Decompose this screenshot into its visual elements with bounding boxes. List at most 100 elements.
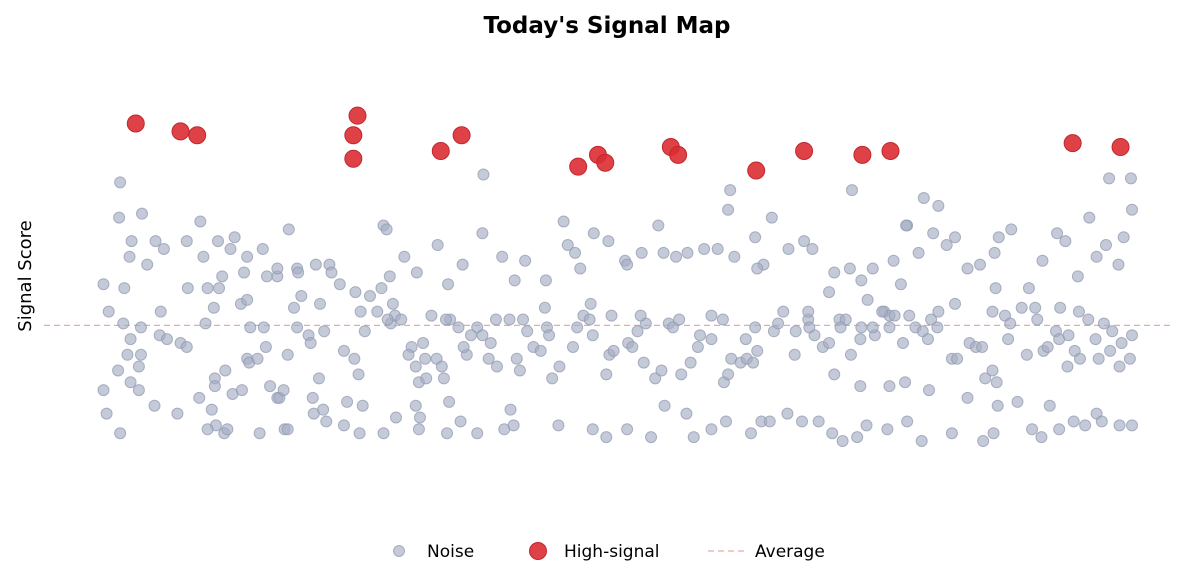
noise-point [716,313,729,326]
noise-point [802,305,815,318]
noise-point [97,278,110,291]
noise-point [260,270,273,283]
noise-point [201,282,214,295]
noise-point [257,321,270,334]
noise-point [251,352,264,365]
noise-point [1071,270,1084,283]
noise-point [1011,395,1024,408]
noise-point [583,313,596,326]
noise-point [212,235,225,248]
noise-point [777,305,790,318]
noise-point [112,364,125,377]
noise-point [295,290,308,302]
noise-point [883,380,896,393]
noise-point [193,391,206,404]
noise-point [380,223,393,236]
noise-point [238,266,251,279]
noise-point [395,313,408,326]
noise-point [1112,258,1125,271]
high-signal-point [344,126,363,145]
noise-point [747,356,760,369]
noise-point [749,321,762,334]
noise-point [1123,352,1136,365]
noise-point [977,435,990,448]
noise-point [454,415,467,428]
noise-point [986,364,999,377]
noise-point [705,423,718,436]
noise-point [519,254,532,267]
high-signal-point [171,122,190,141]
noise-point [990,376,1003,389]
noise-point [553,360,566,373]
noise-point [259,340,272,353]
noise-point [923,384,936,397]
noise-point [521,325,534,338]
noise-point [860,419,873,432]
noise-point [845,184,858,197]
noise-point [253,427,266,440]
noise-point [241,250,254,263]
noise-series [97,168,1138,448]
noise-point [337,419,350,432]
noise-point [900,219,913,232]
noise-point [442,278,455,291]
high-signal-point [1111,138,1130,157]
noise-point [510,352,523,365]
noise-point [836,435,849,448]
noise-point [1089,333,1102,346]
noise-point [881,423,894,436]
noise-point [988,246,1001,259]
noise-point [1059,235,1072,248]
high-signal-point [188,126,207,145]
noise-point [513,364,526,377]
noise-point [649,372,662,385]
noise-point [655,364,668,377]
noise-point [358,325,371,338]
noise-point [409,399,422,412]
noise-point [1062,329,1075,342]
noise-point [287,301,300,314]
noise-point [796,415,809,428]
noise-point [271,262,284,275]
noise-point [883,321,896,334]
noise-point [823,337,836,350]
noise-point [464,329,477,342]
noise-point [949,231,962,244]
noise-point [976,340,989,353]
noise-point [490,360,503,373]
noise-point [789,325,802,338]
noise-point [751,262,764,275]
noise-point [566,340,579,353]
noise-point [557,215,570,228]
noise-point [352,368,365,381]
noise-point [1067,415,1080,428]
noise-point [855,321,868,334]
noise-point [739,333,752,346]
noise-point [586,423,599,436]
noise-point [806,242,819,255]
noise-point [931,321,944,334]
noise-point [482,352,495,365]
noise-point [1015,301,1028,314]
noise-point [798,235,811,248]
noise-point [437,372,450,385]
noise-point [600,431,613,444]
noise-point [991,399,1004,412]
noise-point [102,305,115,318]
noise-point [349,286,362,299]
noise-point [281,423,294,436]
noise-point [1099,239,1112,252]
noise-point [205,403,218,416]
noise-point [826,427,839,440]
noise-point [508,274,521,287]
noise-point [854,380,867,393]
noise-point [546,372,559,385]
high-signal-point [348,106,367,125]
noise-point [763,415,776,428]
noise-point [452,321,465,334]
noise-point [631,325,644,338]
noise-point [751,344,764,357]
noise-point [121,348,134,361]
legend-high-signal-marker [529,542,547,560]
